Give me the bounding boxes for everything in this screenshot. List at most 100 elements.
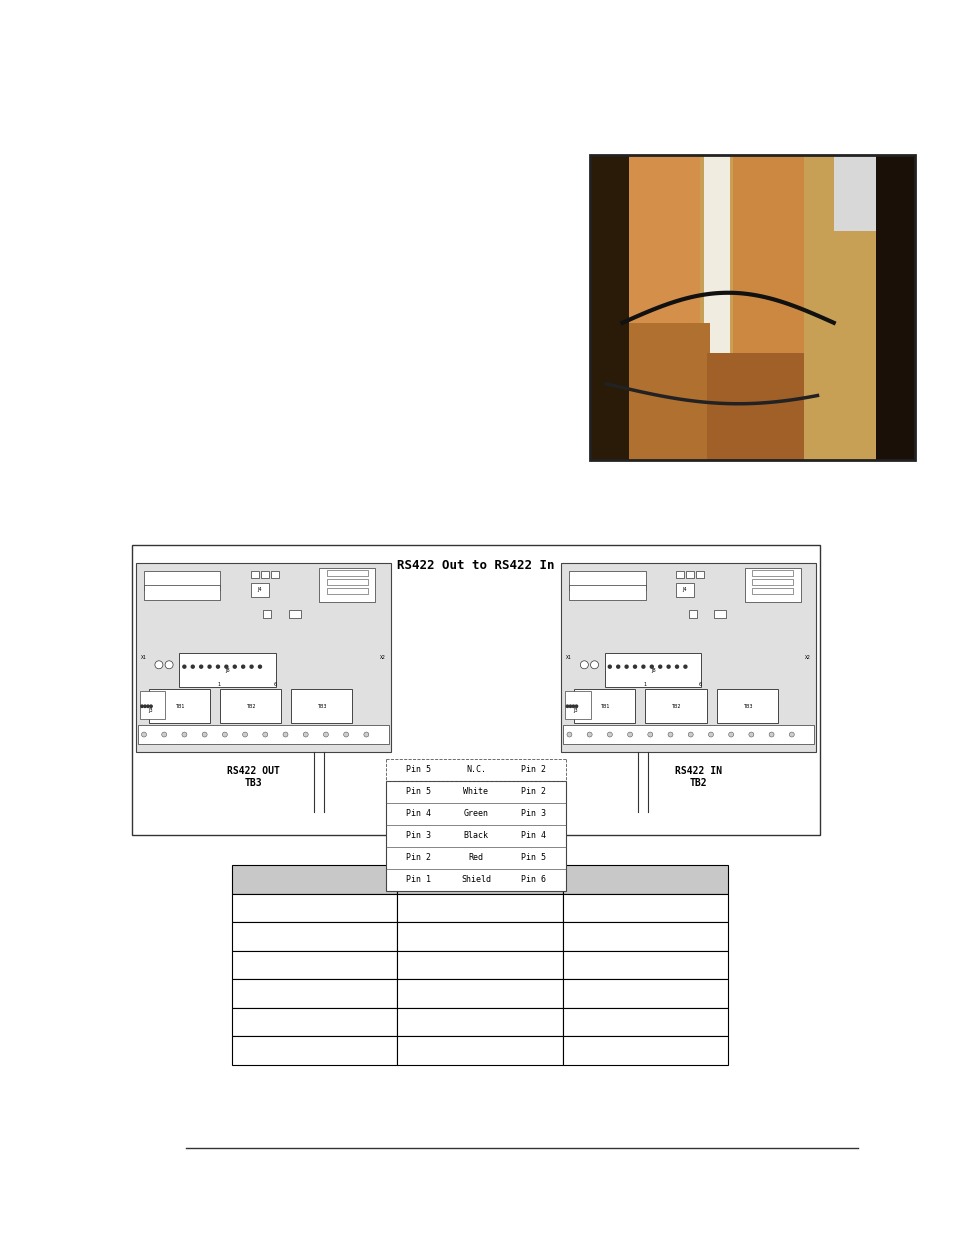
Circle shape <box>343 732 348 737</box>
Text: Pin 2: Pin 2 <box>405 853 431 862</box>
Text: Shield: Shield <box>460 876 491 884</box>
Circle shape <box>262 732 268 737</box>
Text: X1: X1 <box>141 655 147 659</box>
Circle shape <box>687 732 693 737</box>
Circle shape <box>647 732 652 737</box>
Bar <box>136 563 390 752</box>
Text: TB1: TB1 <box>174 704 184 709</box>
Bar <box>149 689 210 724</box>
Circle shape <box>147 705 149 708</box>
Bar <box>574 689 635 724</box>
Text: TB2: TB2 <box>671 704 680 709</box>
Bar <box>386 758 565 781</box>
Bar <box>714 610 725 619</box>
Bar <box>875 156 914 459</box>
Bar <box>396 923 562 951</box>
Text: Green: Green <box>463 809 488 818</box>
Bar <box>396 951 562 979</box>
Bar <box>645 689 706 724</box>
Text: TB2: TB2 <box>246 704 255 709</box>
Circle shape <box>569 705 571 708</box>
Text: Pin 3: Pin 3 <box>520 809 545 818</box>
Bar <box>703 156 729 353</box>
Circle shape <box>154 661 163 669</box>
Circle shape <box>165 661 172 669</box>
Text: White: White <box>463 787 488 797</box>
Bar <box>386 781 565 890</box>
Text: RS422 Out to RS422 In: RS422 Out to RS422 In <box>396 559 554 572</box>
Bar <box>696 571 703 578</box>
Bar <box>752 571 792 576</box>
Text: RS422 IN
TB2: RS422 IN TB2 <box>675 767 721 788</box>
Text: Red: Red <box>468 853 483 862</box>
Bar <box>589 156 628 459</box>
Circle shape <box>572 705 574 708</box>
Circle shape <box>608 666 611 668</box>
Bar <box>144 585 220 600</box>
Bar <box>628 322 709 459</box>
Text: Pin 3: Pin 3 <box>405 831 431 840</box>
Circle shape <box>162 732 167 737</box>
Bar <box>562 1008 727 1036</box>
Circle shape <box>658 666 661 668</box>
Circle shape <box>675 666 678 668</box>
Circle shape <box>191 666 194 668</box>
Text: 6: 6 <box>274 683 276 688</box>
Bar <box>396 894 562 923</box>
Bar <box>676 571 683 578</box>
Bar <box>716 689 777 724</box>
Bar <box>232 951 396 979</box>
Bar <box>179 653 275 688</box>
Text: Pin 6: Pin 6 <box>520 876 545 884</box>
Bar <box>140 692 165 720</box>
Bar <box>676 583 693 597</box>
Bar <box>688 610 696 619</box>
Circle shape <box>650 666 653 668</box>
Bar <box>563 725 813 743</box>
Text: TB3: TB3 <box>741 704 751 709</box>
Bar <box>569 585 645 600</box>
Bar <box>396 979 562 1008</box>
Circle shape <box>144 705 146 708</box>
Text: J8: J8 <box>225 668 230 673</box>
Circle shape <box>624 666 627 668</box>
Circle shape <box>566 732 572 737</box>
Bar <box>232 923 396 951</box>
Bar <box>260 571 269 578</box>
Circle shape <box>683 666 686 668</box>
Text: TB1: TB1 <box>599 704 609 709</box>
Circle shape <box>283 732 288 737</box>
Circle shape <box>566 705 568 708</box>
Text: X1: X1 <box>566 655 572 659</box>
Bar <box>232 1008 396 1036</box>
Bar <box>132 545 820 835</box>
Bar <box>562 979 727 1008</box>
Circle shape <box>708 732 713 737</box>
Circle shape <box>667 732 672 737</box>
Circle shape <box>666 666 669 668</box>
Text: Pin 5: Pin 5 <box>405 764 431 774</box>
Bar <box>138 725 388 743</box>
Text: Pin 5: Pin 5 <box>405 787 431 797</box>
Circle shape <box>216 666 219 668</box>
Bar <box>752 579 792 585</box>
Bar <box>289 610 300 619</box>
Bar <box>251 583 269 597</box>
Text: J8: J8 <box>650 668 655 673</box>
Circle shape <box>225 666 228 668</box>
Text: N.C.: N.C. <box>465 764 485 774</box>
Bar <box>220 689 281 724</box>
Circle shape <box>788 732 794 737</box>
Circle shape <box>250 666 253 668</box>
Text: X2: X2 <box>804 655 810 659</box>
Bar <box>319 568 375 601</box>
Text: Pin 2: Pin 2 <box>520 787 545 797</box>
Bar <box>327 571 367 576</box>
Bar <box>589 156 914 459</box>
Circle shape <box>607 732 612 737</box>
Circle shape <box>728 732 733 737</box>
Bar <box>232 894 396 923</box>
Bar <box>565 692 590 720</box>
Bar <box>744 568 800 601</box>
Text: Pin 5: Pin 5 <box>520 853 545 862</box>
